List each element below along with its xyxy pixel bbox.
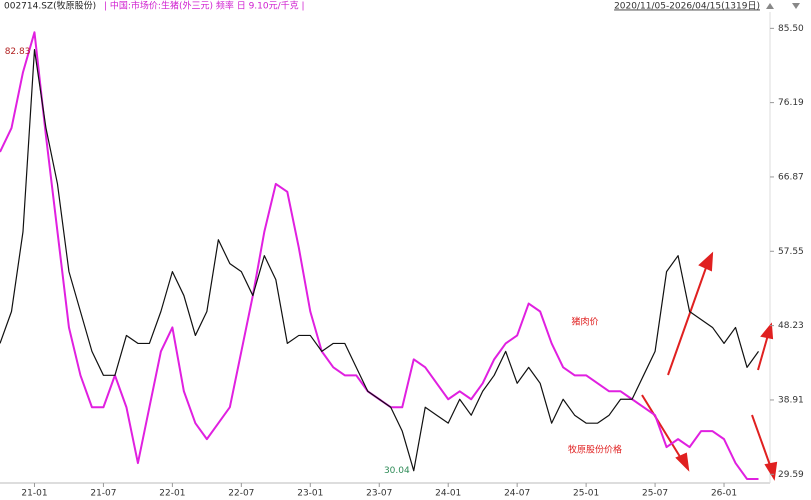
y-tick-label: 57.55 [778, 247, 804, 257]
x-tick-label: 22-07 [228, 489, 254, 499]
x-tick-label: 25-01 [573, 489, 599, 499]
series-label: 牧原股份价格 [568, 444, 622, 456]
y-tick-label: 29.59 [778, 470, 804, 480]
x-tick-label: 23-07 [366, 489, 392, 499]
sort-icon[interactable] [766, 3, 774, 9]
header-code: 002714.SZ(牧原股份) [4, 0, 96, 12]
header-indicator: | 中国:市场价:生猪(外三元) 频率 日 9.10元/千克 | [104, 0, 305, 12]
trend-arrows [641, 251, 778, 481]
x-tick-label: 25-07 [642, 489, 668, 499]
annotation: 30.04 [384, 466, 410, 476]
y-tick-label: 76.19 [778, 98, 804, 108]
y-tick-label: 85.50 [778, 24, 804, 34]
annotation: 82.83 [5, 47, 31, 57]
y-tick-label: 66.87 [778, 172, 804, 182]
header-range[interactable]: 2020/11/05-2026/04/15(1319日) [614, 1, 760, 12]
x-tick-label: 21-07 [90, 489, 116, 499]
x-tick-label: 26-01 [711, 489, 737, 499]
x-tick-label: 24-01 [435, 489, 461, 499]
x-tick-label: 23-01 [297, 489, 323, 499]
series-label: 猪肉价 [571, 316, 598, 328]
x-tick-label: 21-01 [21, 489, 47, 499]
x-tick-label: 22-01 [159, 489, 185, 499]
series-line [0, 49, 759, 472]
y-tick-label: 38.91 [778, 395, 804, 405]
x-tick-label: 24-07 [504, 489, 530, 499]
menu-icon[interactable] [792, 3, 800, 9]
y-tick-label: 48.23 [778, 321, 804, 331]
series-line [0, 31, 759, 481]
